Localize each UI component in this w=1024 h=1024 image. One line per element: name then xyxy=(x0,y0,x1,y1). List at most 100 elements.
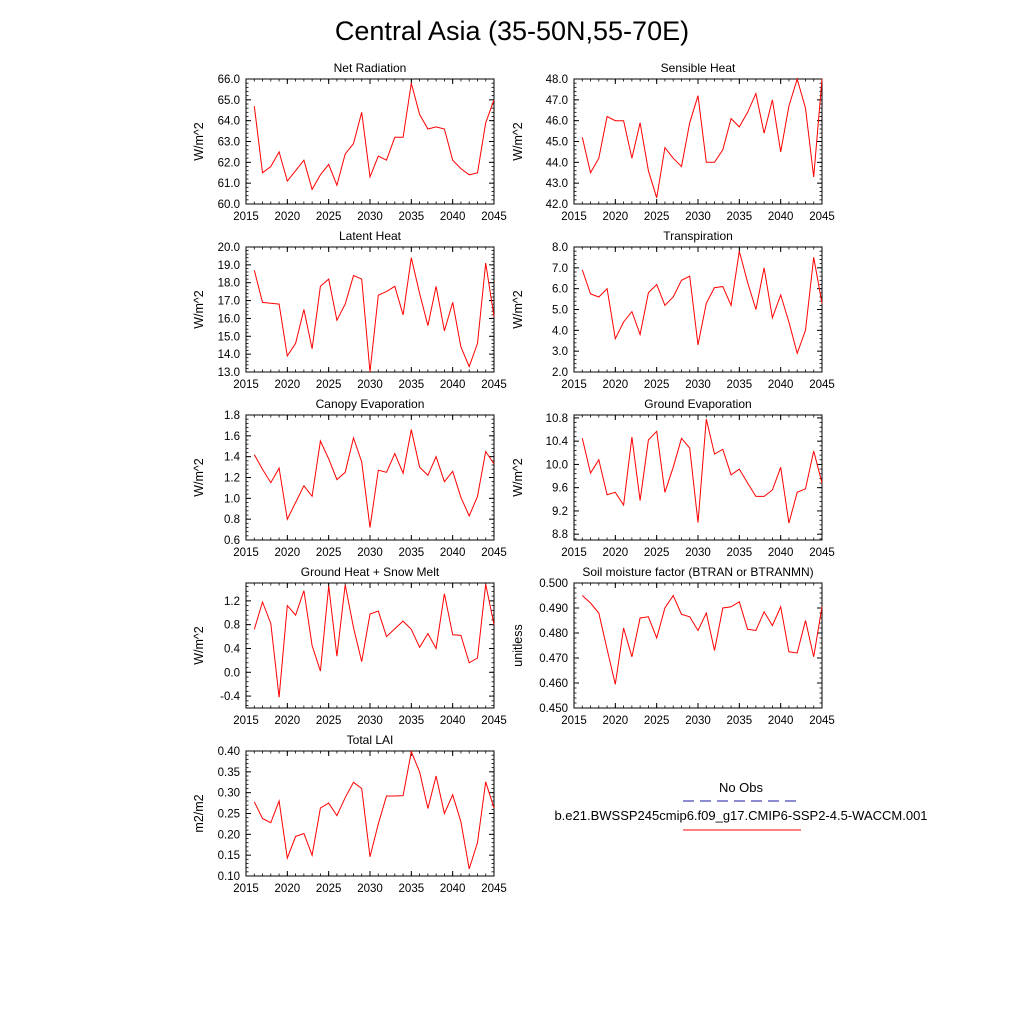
series-line-total-lai xyxy=(253,750,495,870)
panel-ground-evaporation: Ground Evaporation 2015 2020 2025 2030 2035 20… xyxy=(511,397,835,559)
panel-title: Total LAI xyxy=(347,733,394,747)
y-tick-label: 65.0 xyxy=(218,95,240,107)
y-tick-label: 0.40 xyxy=(218,746,240,758)
y-axis-label: W/m^2 xyxy=(192,122,206,161)
x-tick-label: 2030 xyxy=(357,883,383,895)
x-tick-label: 2035 xyxy=(399,547,425,559)
y-tick-label: 0.4 xyxy=(224,643,241,655)
x-tick-label: 2020 xyxy=(603,211,629,223)
x-tick-label: 2030 xyxy=(357,715,383,727)
x-tick-label: 2045 xyxy=(481,883,507,895)
y-tick-label: 0.30 xyxy=(218,788,240,800)
y-tick-label: 0.6 xyxy=(224,535,240,547)
y-tick-label: 1.0 xyxy=(224,493,240,505)
x-tick-label: 2025 xyxy=(316,211,342,223)
y-axis-label: W/m^2 xyxy=(192,626,206,665)
y-tick-label: 1.6 xyxy=(224,431,240,443)
y-tick-label: 42.0 xyxy=(546,199,568,211)
y-tick-label: 43.0 xyxy=(546,178,568,190)
y-tick-label: 8.0 xyxy=(552,242,568,254)
y-tick-label: -0.4 xyxy=(220,691,240,703)
panel-total-lai: Total LAI 2015 2020 2025 2030 2035 2040 2045 0.1… xyxy=(192,733,507,895)
x-tick-label: 2035 xyxy=(399,211,425,223)
plot-frame xyxy=(245,414,495,541)
panel-title: Latent Heat xyxy=(339,229,402,243)
x-tick-label: 2020 xyxy=(275,883,301,895)
x-tick-label: 2045 xyxy=(809,379,835,391)
x-tick-label: 2020 xyxy=(275,547,301,559)
x-tick-label: 2015 xyxy=(233,379,259,391)
y-tick-label: 4.0 xyxy=(552,325,568,337)
x-tick-label: 2025 xyxy=(316,715,342,727)
plot-frame xyxy=(245,78,495,205)
y-tick-label: 0.0 xyxy=(224,667,240,679)
x-tick-label: 2035 xyxy=(399,715,425,727)
x-tick-label: 2015 xyxy=(233,715,259,727)
x-tick-label: 2020 xyxy=(275,379,301,391)
y-tick-label: 63.0 xyxy=(218,137,240,149)
x-tick-label: 2035 xyxy=(399,883,425,895)
plot-frame xyxy=(245,582,495,709)
legend-label-model-run: b.e21.BWSSP245cmip6.f09_g17.CMIP6-SSP2-4… xyxy=(554,808,927,823)
y-axis-label: W/m^2 xyxy=(192,290,206,329)
series-line-net-radiation xyxy=(253,83,495,191)
y-tick-label: 47.0 xyxy=(546,95,568,107)
x-tick-label: 2015 xyxy=(561,547,587,559)
x-tick-label: 2045 xyxy=(481,211,507,223)
y-tick-label: 45.0 xyxy=(546,137,568,149)
x-tick-label: 2030 xyxy=(685,379,711,391)
y-tick-label: 0.25 xyxy=(218,809,240,821)
x-tick-label: 2040 xyxy=(768,715,794,727)
x-tick-label: 2035 xyxy=(727,379,753,391)
x-tick-label: 2020 xyxy=(603,715,629,727)
y-tick-label: 16.0 xyxy=(218,313,240,325)
y-tick-label: 0.8 xyxy=(224,514,240,526)
y-tick-label: 62.0 xyxy=(218,157,240,169)
y-tick-label: 48.0 xyxy=(546,74,568,86)
y-tick-label: 64.0 xyxy=(218,116,240,128)
x-tick-label: 2025 xyxy=(644,547,670,559)
x-tick-label: 2015 xyxy=(233,211,259,223)
panel-transpiration: Transpiration 2015 2020 2025 2030 2035 2040 204… xyxy=(511,229,835,391)
y-tick-label: 8.8 xyxy=(552,529,568,541)
y-tick-label: 0.8 xyxy=(224,620,240,632)
y-axis-label: W/m^2 xyxy=(511,458,525,497)
y-tick-label: 13.0 xyxy=(218,367,240,379)
x-tick-label: 2040 xyxy=(768,547,794,559)
x-tick-label: 2015 xyxy=(233,547,259,559)
y-tick-label: 1.2 xyxy=(224,473,240,485)
y-tick-label: 46.0 xyxy=(546,116,568,128)
x-tick-label: 2045 xyxy=(809,715,835,727)
x-tick-label: 2040 xyxy=(768,211,794,223)
x-tick-label: 2015 xyxy=(233,883,259,895)
y-tick-label: 14.0 xyxy=(218,349,240,361)
y-tick-label: 20.0 xyxy=(218,242,240,254)
legend-label-no-obs: No Obs xyxy=(719,780,764,795)
x-tick-label: 2045 xyxy=(481,379,507,391)
panel-canopy-evaporation: Canopy Evaporation 2015 2020 2025 2030 2035 20… xyxy=(192,397,507,559)
plot-frame xyxy=(245,246,495,373)
x-tick-label: 2025 xyxy=(644,379,670,391)
y-tick-label: 0.500 xyxy=(539,578,568,590)
panel-sensible-heat: Sensible Heat 2015 2020 2025 2030 2035 2040 204… xyxy=(511,61,835,223)
x-tick-label: 2015 xyxy=(561,211,587,223)
plot-frame xyxy=(573,582,823,709)
y-tick-label: 3.0 xyxy=(552,346,568,358)
y-tick-label: 9.6 xyxy=(552,483,568,495)
y-tick-label: 5.0 xyxy=(552,305,568,317)
y-axis-label: W/m^2 xyxy=(511,122,525,161)
panel-latent-heat: Latent Heat 2015 2020 2025 2030 2035 2040 2045 1… xyxy=(192,229,507,391)
panel-title: Soil moisture factor (BTRAN or BTRANMN) xyxy=(582,565,813,579)
y-tick-label: 2.0 xyxy=(552,367,568,379)
y-tick-label: 0.20 xyxy=(218,829,240,841)
x-tick-label: 2040 xyxy=(440,211,466,223)
y-tick-label: 0.490 xyxy=(539,603,568,615)
series-line-transpiration xyxy=(581,251,823,355)
x-tick-label: 2030 xyxy=(685,547,711,559)
x-tick-label: 2025 xyxy=(644,211,670,223)
x-tick-label: 2035 xyxy=(727,547,753,559)
y-tick-label: 0.15 xyxy=(218,850,240,862)
x-tick-label: 2040 xyxy=(440,379,466,391)
y-tick-label: 66.0 xyxy=(218,74,240,86)
